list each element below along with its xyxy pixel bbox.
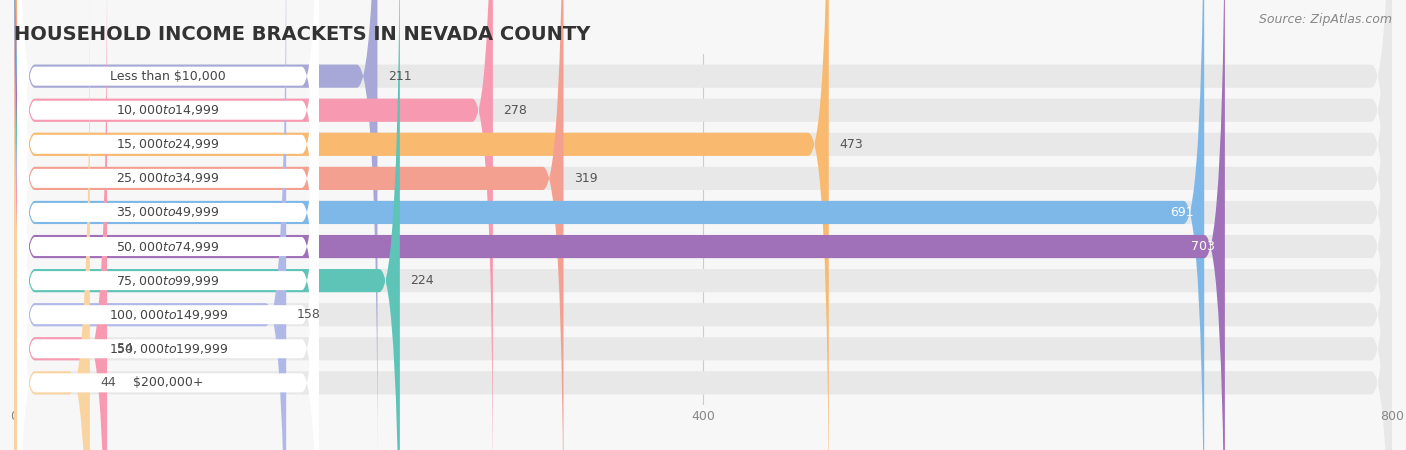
FancyBboxPatch shape <box>17 0 319 450</box>
FancyBboxPatch shape <box>14 0 399 450</box>
Text: 278: 278 <box>503 104 527 117</box>
FancyBboxPatch shape <box>14 0 828 450</box>
Text: $25,000 to $34,999: $25,000 to $34,999 <box>117 171 219 185</box>
FancyBboxPatch shape <box>14 0 1392 450</box>
FancyBboxPatch shape <box>17 52 319 450</box>
FancyBboxPatch shape <box>14 0 1392 450</box>
FancyBboxPatch shape <box>14 0 564 450</box>
Text: 319: 319 <box>574 172 598 185</box>
FancyBboxPatch shape <box>14 0 377 450</box>
FancyBboxPatch shape <box>14 0 287 450</box>
Text: 158: 158 <box>297 308 321 321</box>
FancyBboxPatch shape <box>17 0 319 450</box>
Text: 44: 44 <box>100 376 115 389</box>
FancyBboxPatch shape <box>14 0 1392 450</box>
Text: 473: 473 <box>839 138 863 151</box>
Text: 224: 224 <box>411 274 434 287</box>
FancyBboxPatch shape <box>14 0 107 450</box>
Text: 691: 691 <box>1170 206 1194 219</box>
FancyBboxPatch shape <box>17 0 319 450</box>
Text: $15,000 to $24,999: $15,000 to $24,999 <box>117 137 219 151</box>
FancyBboxPatch shape <box>14 0 1392 450</box>
Text: $35,000 to $49,999: $35,000 to $49,999 <box>117 206 219 220</box>
FancyBboxPatch shape <box>14 0 1204 450</box>
FancyBboxPatch shape <box>14 0 494 450</box>
Text: $50,000 to $74,999: $50,000 to $74,999 <box>117 239 219 253</box>
FancyBboxPatch shape <box>14 0 1392 450</box>
Text: $200,000+: $200,000+ <box>134 376 204 389</box>
FancyBboxPatch shape <box>14 0 1392 450</box>
Text: Less than $10,000: Less than $10,000 <box>110 70 226 83</box>
FancyBboxPatch shape <box>14 0 1392 450</box>
FancyBboxPatch shape <box>14 0 1225 450</box>
FancyBboxPatch shape <box>14 0 1392 450</box>
FancyBboxPatch shape <box>17 0 319 450</box>
Text: $150,000 to $199,999: $150,000 to $199,999 <box>108 342 228 356</box>
FancyBboxPatch shape <box>17 0 319 450</box>
FancyBboxPatch shape <box>14 0 90 450</box>
Text: $100,000 to $149,999: $100,000 to $149,999 <box>108 308 228 322</box>
Text: Source: ZipAtlas.com: Source: ZipAtlas.com <box>1258 14 1392 27</box>
FancyBboxPatch shape <box>17 0 319 441</box>
FancyBboxPatch shape <box>17 18 319 450</box>
Text: 703: 703 <box>1191 240 1215 253</box>
FancyBboxPatch shape <box>14 0 1392 450</box>
Text: HOUSEHOLD INCOME BRACKETS IN NEVADA COUNTY: HOUSEHOLD INCOME BRACKETS IN NEVADA COUN… <box>14 25 591 44</box>
FancyBboxPatch shape <box>17 0 319 407</box>
Text: 54: 54 <box>118 342 134 355</box>
FancyBboxPatch shape <box>14 0 1392 450</box>
Text: $75,000 to $99,999: $75,000 to $99,999 <box>117 274 219 288</box>
FancyBboxPatch shape <box>17 0 319 450</box>
Text: 211: 211 <box>388 70 412 83</box>
Text: $10,000 to $14,999: $10,000 to $14,999 <box>117 103 219 117</box>
